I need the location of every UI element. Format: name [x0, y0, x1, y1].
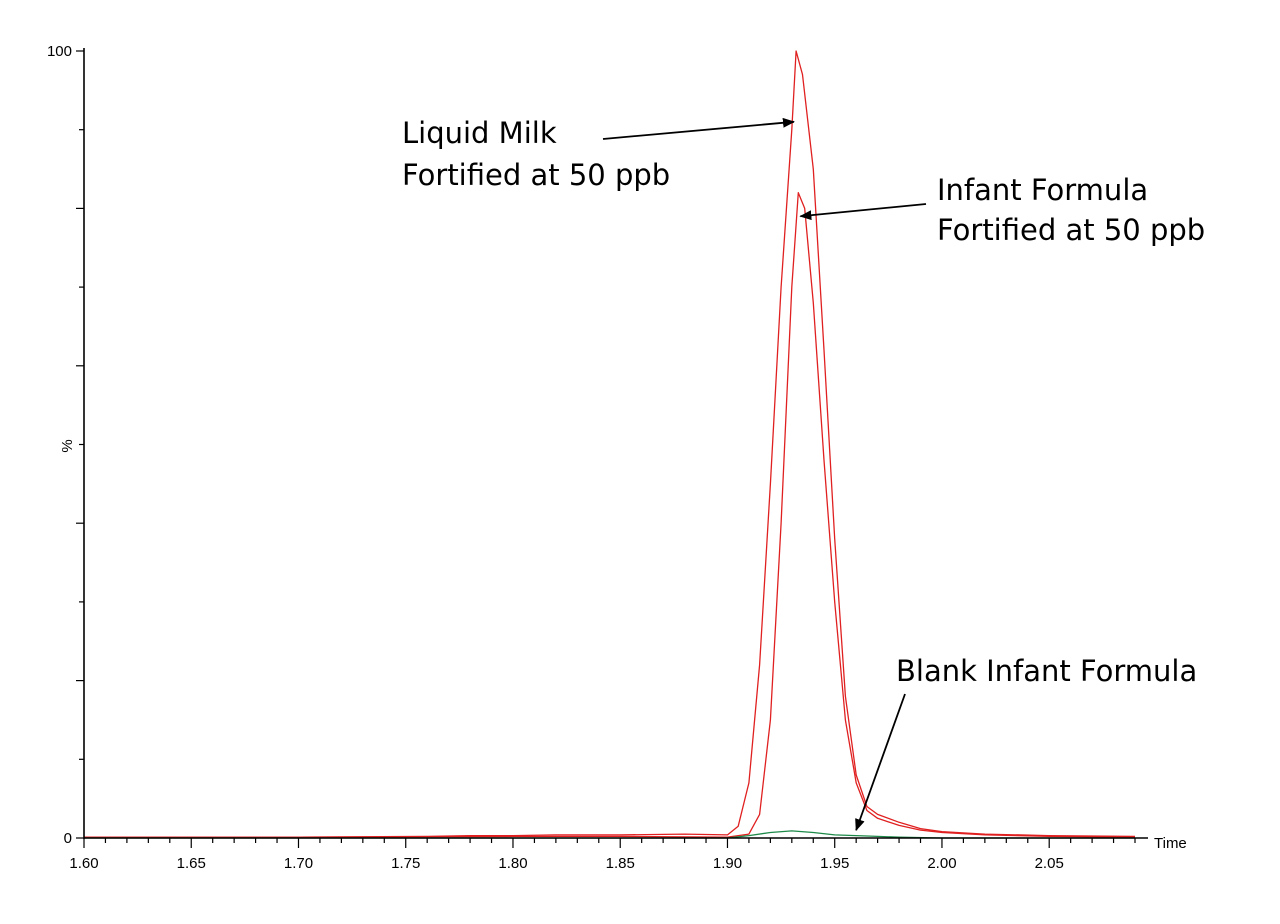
- x-tick-label: 1.80: [498, 855, 527, 872]
- annotation-label-3: Blank Infant Formula: [896, 654, 1197, 688]
- series-line-1: [84, 50, 1136, 838]
- annotation-line: Blank Infant Formula: [896, 654, 1197, 688]
- x-tick-label: 1.95: [820, 855, 849, 872]
- x-tick-label: 2.00: [927, 855, 956, 872]
- y-tick-label: 100: [47, 43, 72, 60]
- x-tick-label: 1.70: [284, 855, 313, 872]
- annotation-line: Infant Formula: [937, 173, 1148, 207]
- annotation-line: Fortified at 50 ppb: [402, 158, 670, 192]
- annotations-layer: Liquid Milk Fortified at 50 ppb Infant For…: [402, 116, 1205, 832]
- x-tick-label: 1.75: [391, 855, 420, 872]
- annotation-line: Fortified at 50 ppb: [937, 213, 1205, 247]
- annotation-arrow-3: [855, 693, 906, 832]
- annotation-label-2: Infant Formula Fortified at 50 ppb: [937, 173, 1205, 247]
- series-line-2: [84, 192, 1136, 838]
- x-tick-label: 1.60: [69, 855, 98, 872]
- x-axis-label: Time: [1154, 835, 1187, 852]
- x-tick-label: 1.85: [606, 855, 635, 872]
- annotation-line: Liquid Milk: [402, 116, 557, 150]
- y-tick-label: 0: [64, 830, 72, 847]
- annotation-label-1: Liquid Milk Fortified at 50 ppb: [402, 116, 670, 192]
- annotation-arrow-2: [799, 203, 927, 221]
- x-tick-label: 1.65: [177, 855, 206, 872]
- y-axis-label: %: [59, 439, 76, 452]
- annotation-arrow-1: [602, 117, 795, 140]
- x-tick-label: 2.05: [1035, 855, 1064, 872]
- x-tick-label: 1.90: [713, 855, 742, 872]
- axes-layer: 0 100 1.60 1.65 1.70 1.75 1.80 1.85 1.90 1.95 2.00…: [47, 43, 1187, 872]
